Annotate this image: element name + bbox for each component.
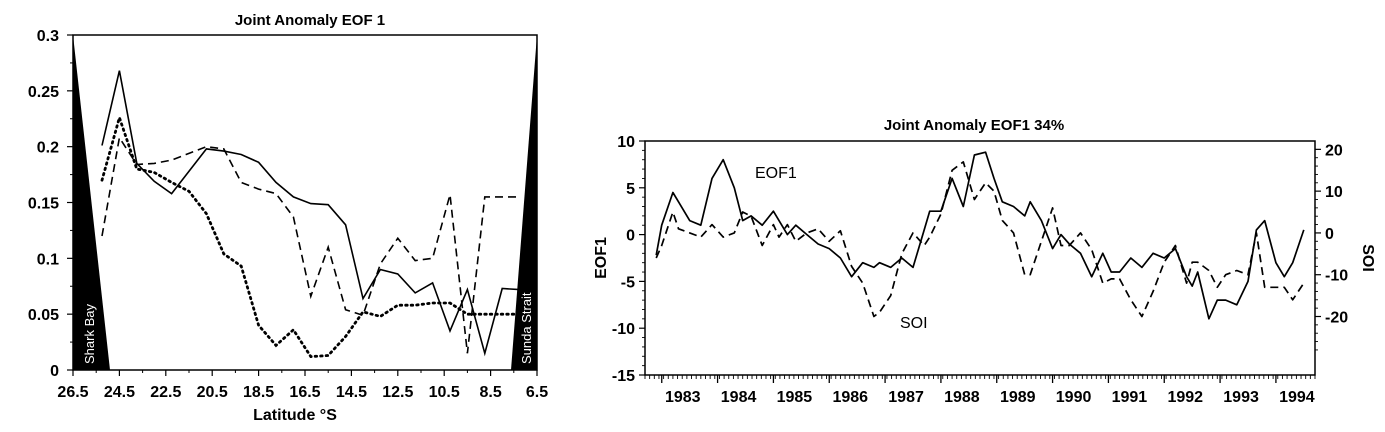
eof1-series-line: [655, 151, 1305, 320]
chart-a-x-tick-label: 14.5: [336, 384, 367, 401]
chart-b-right-y-tick-label: -10: [1325, 268, 1348, 285]
chart-b-x-tick-label: 1985: [777, 389, 813, 406]
chart-b-x-tick-label: 1991: [1112, 389, 1148, 406]
soi-series-label: SOI: [900, 315, 928, 332]
chart-a-x-ticks: 26.5 24.5 22.5 20.5 18.5 16.5 14.5 12.5 10.5 8.5 6…: [57, 370, 548, 401]
chart-b-y-tick-label: -15: [612, 368, 635, 385]
chart-a-series-dashed: [101, 135, 520, 354]
sunda-strait-label: Sunda Strait: [519, 292, 534, 364]
chart-a-y-tick-label: 0.25: [28, 84, 59, 101]
chart-a-x-tick-label: 16.5: [289, 384, 320, 401]
chart-b-x-tick-label: 1984: [721, 389, 757, 406]
chart-a-y-tick-label: 0: [50, 363, 59, 380]
soi-series-line: [655, 161, 1305, 318]
chart-b-x-ticks: 1983 1984 1985 1986 1987 1988 1989 1990 1991 1992…: [644, 375, 1316, 406]
chart-b-y-ticks: 10 5 0 -5 -10 -15: [612, 134, 645, 385]
chart-b-y-label: EOF1: [593, 237, 610, 279]
chart-a-lines: [100, 70, 521, 359]
chart-b-title: Joint Anomaly EOF1 34%: [884, 117, 1064, 134]
chart-a-plot-frame: [72, 34, 538, 371]
chart-a-y-ticks: 0 0.05 0.1 0.15 0.2 0.25 0.3: [28, 28, 73, 380]
chart-a-y-tick-label: 0.3: [37, 28, 59, 45]
chart-b-x-tick-label: 1989: [1000, 389, 1036, 406]
shark-bay-wedge: [73, 35, 110, 370]
chart-b-right-y-tick-label: 10: [1325, 184, 1343, 201]
chart-a-y-tick-label: 0.1: [37, 251, 59, 268]
shark-bay-label: Shark Bay: [82, 304, 97, 364]
chart-b-right-y-tick-label: 0: [1325, 226, 1334, 243]
chart-b-x-tick-label: 1994: [1279, 389, 1315, 406]
chart-b-x-tick-label: 1987: [888, 389, 924, 406]
latitude-eof-chart: Joint Anomaly EOF 1 26.5 24.5 22.5 20.5 18.5…: [28, 12, 548, 424]
chart-b-x-tick-label: 1986: [832, 389, 868, 406]
chart-a-x-tick-label: 10.5: [429, 384, 460, 401]
chart-a-x-label: Latitude °S: [253, 407, 337, 424]
chart-a-title: Joint Anomaly EOF 1: [235, 12, 385, 29]
chart-b-y-tick-label: 0: [626, 228, 635, 245]
chart-a-y-tick-label: 0.2: [37, 140, 59, 157]
chart-b-x-tick-label: 1983: [665, 389, 701, 406]
chart-a-x-tick-label: 6.5: [526, 384, 548, 401]
chart-a-series-solid: [101, 70, 520, 357]
chart-b-right-y-tick-label: -20: [1325, 310, 1348, 327]
chart-b-x-tick-label: 1993: [1223, 389, 1259, 406]
chart-a-x-tick-label: 26.5: [57, 384, 88, 401]
chart-b-y-tick-label: -5: [621, 274, 635, 291]
chart-a-y-tick-label: 0.15: [28, 196, 59, 213]
chart-a-x-tick-label: 20.5: [197, 384, 228, 401]
eof1-series-label: EOF1: [755, 165, 797, 182]
chart-a-series-dotted: [100, 112, 521, 359]
chart-b-right-y-label: SOI: [1359, 244, 1376, 272]
chart-b-y-tick-label: 10: [617, 134, 635, 151]
chart-a-x-tick-label: 22.5: [150, 384, 181, 401]
chart-a-wedges: [73, 35, 537, 370]
chart-b-plot-frame: [644, 140, 1316, 376]
chart-a-x-tick-label: 8.5: [479, 384, 501, 401]
chart-b-x-tick-label: 1990: [1056, 389, 1092, 406]
chart-b-x-tick-label: 1988: [944, 389, 980, 406]
chart-b-lines: [655, 151, 1305, 320]
chart-a-x-tick-label: 18.5: [243, 384, 274, 401]
chart-a-y-tick-label: 0.05: [28, 307, 59, 324]
eof1-soi-chart: Joint Anomaly EOF1 34% 1983 1984 1985 1986 1…: [593, 117, 1376, 406]
chart-a-x-tick-label: 24.5: [104, 384, 135, 401]
chart-a-x-tick-label: 12.5: [382, 384, 413, 401]
chart-b-y-tick-label: 5: [626, 181, 635, 198]
chart-b-x-tick-label: 1992: [1167, 389, 1203, 406]
sunda-strait-wedge: [511, 35, 537, 370]
chart-b-right-y-ticks: 20 10 0 -10 -20: [1315, 142, 1348, 351]
chart-b-right-y-tick-label: 20: [1325, 142, 1343, 159]
chart-b-y-tick-label: -10: [612, 321, 635, 338]
